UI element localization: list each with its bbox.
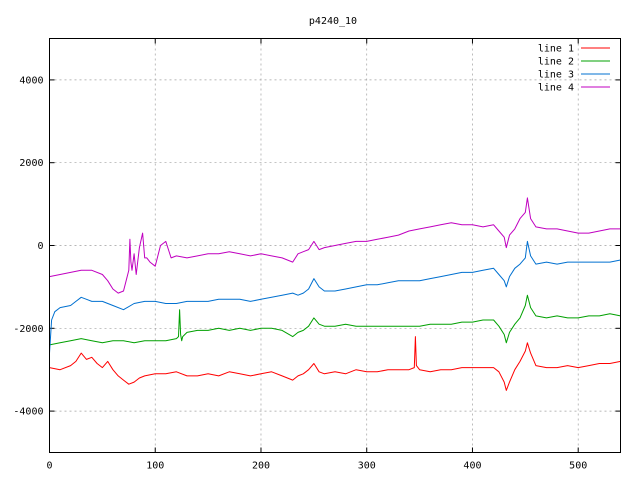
legend-label: line 4 [538, 83, 574, 94]
y-tick-label: -4000 [13, 407, 43, 418]
x-tick-label: 100 [146, 461, 164, 472]
legend: line 1 line 2 line 3 line 4 [538, 44, 610, 94]
x-tick-label: 0 [46, 461, 52, 472]
x-tick-label: 200 [252, 461, 270, 472]
legend-label: line 3 [538, 70, 574, 81]
grid-lines [49, 38, 621, 453]
y-tick-label: 4000 [19, 75, 43, 86]
x-tick-label: 500 [569, 461, 587, 472]
legend-label: line 2 [538, 57, 574, 68]
axes: 0 100 200 300 400 500 -4000 -2000 0 2000 4000 [13, 38, 621, 472]
y-tick-label: -2000 [13, 324, 43, 335]
plot-frame [49, 38, 621, 453]
x-tick-label: 400 [463, 461, 481, 472]
series-line-1 [49, 336, 621, 391]
chart-title: p4240_10 [309, 16, 357, 27]
series-line-3 [49, 240, 621, 354]
legend-label: line 1 [538, 44, 574, 55]
y-tick-label: 0 [37, 241, 43, 252]
series-line-2 [49, 294, 621, 346]
y-tick-label: 2000 [19, 158, 43, 169]
series-line-4 [49, 197, 621, 294]
x-tick-label: 300 [358, 461, 376, 472]
series-lines [49, 197, 621, 391]
